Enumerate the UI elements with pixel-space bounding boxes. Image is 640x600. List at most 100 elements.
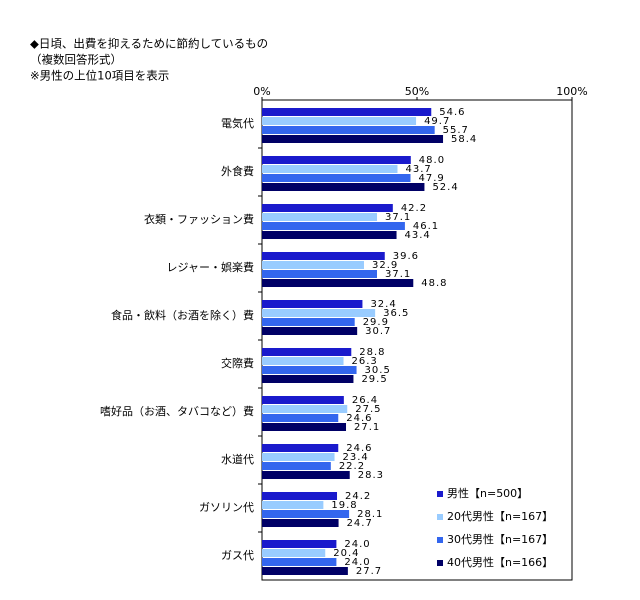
value-label: 29.5 xyxy=(361,374,387,385)
value-label: 26.3 xyxy=(352,356,378,367)
value-label: 24.0 xyxy=(344,539,370,550)
value-label: 19.8 xyxy=(331,500,357,511)
bar xyxy=(262,375,354,383)
bar xyxy=(262,567,348,575)
bar xyxy=(262,357,344,365)
legend-label: 40代男性【n=166】 xyxy=(447,555,553,569)
value-label: 37.1 xyxy=(385,212,411,223)
bar xyxy=(262,135,444,143)
value-label: 28.3 xyxy=(358,470,384,481)
legend-label: 男性【n=500】 xyxy=(447,486,528,500)
bar xyxy=(262,558,337,566)
y-tick-label: ガス代 xyxy=(221,549,254,562)
value-label: 30.5 xyxy=(365,365,391,376)
legend-swatch xyxy=(437,514,443,520)
bar xyxy=(262,396,344,404)
value-label: 30.7 xyxy=(365,326,391,337)
value-label: 24.0 xyxy=(344,557,370,568)
bar xyxy=(262,279,414,287)
bar xyxy=(262,366,357,374)
value-label: 37.1 xyxy=(385,269,411,280)
bar xyxy=(262,270,378,278)
legend-label: 30代男性【n=167】 xyxy=(447,532,553,546)
value-label: 28.1 xyxy=(357,509,383,520)
value-label: 48.8 xyxy=(421,278,447,289)
bar xyxy=(262,540,337,548)
y-tick-label: 水道代 xyxy=(221,452,254,466)
y-tick-label: レジャー・娯楽費 xyxy=(167,260,254,274)
title-line: ◆日頃、出費を抑えるために節約しているもの xyxy=(30,37,268,51)
value-label: 24.6 xyxy=(346,413,372,424)
legend-label: 20代男性【n=167】 xyxy=(447,509,553,523)
value-label: 27.1 xyxy=(354,422,380,433)
bar xyxy=(262,462,331,470)
bar xyxy=(262,309,376,317)
y-tick-label: 外食費 xyxy=(221,164,254,178)
bar xyxy=(262,252,385,260)
y-tick-label: 交際費 xyxy=(221,356,254,370)
title-line: （複数回答形式） xyxy=(30,53,122,67)
value-label: 20.4 xyxy=(333,548,359,559)
bar xyxy=(262,156,411,164)
value-label: 42.2 xyxy=(401,203,427,214)
y-tick-label: 電気代 xyxy=(221,116,254,130)
value-label: 32.4 xyxy=(370,299,396,310)
bar xyxy=(262,174,411,182)
bar xyxy=(262,327,358,335)
legend-swatch xyxy=(437,560,443,566)
bar xyxy=(262,348,352,356)
bar xyxy=(262,108,432,116)
bar xyxy=(262,510,350,518)
bar xyxy=(262,444,339,452)
value-label: 27.5 xyxy=(355,404,381,415)
bar xyxy=(262,183,425,191)
y-tick-label: 食品・飲料（お酒を除く）費 xyxy=(111,308,254,322)
value-label: 24.6 xyxy=(346,443,372,454)
bar xyxy=(262,165,398,173)
legend-swatch xyxy=(437,491,443,497)
value-label: 46.1 xyxy=(413,221,439,232)
bar xyxy=(262,213,378,221)
x-tick-label: 0% xyxy=(253,85,270,98)
bar xyxy=(262,126,435,134)
value-label: 49.7 xyxy=(424,116,450,127)
x-tick-label: 50% xyxy=(405,85,429,98)
y-tick-label: ガソリン代 xyxy=(199,501,254,514)
bar xyxy=(262,222,405,230)
bar xyxy=(262,261,364,269)
value-label: 48.0 xyxy=(419,155,445,166)
bar xyxy=(262,501,324,509)
bar xyxy=(262,471,350,479)
value-label: 28.8 xyxy=(359,347,385,358)
value-label: 27.7 xyxy=(356,566,382,577)
value-label: 24.2 xyxy=(345,491,371,502)
value-label: 22.2 xyxy=(339,461,365,472)
value-label: 52.4 xyxy=(432,182,458,193)
value-label: 43.7 xyxy=(405,164,431,175)
bar xyxy=(262,453,335,461)
bar xyxy=(262,414,339,422)
value-label: 29.9 xyxy=(363,317,389,328)
value-label: 26.4 xyxy=(352,395,378,406)
value-label: 47.9 xyxy=(418,173,444,184)
title-line: ※男性の上位10項目を表示 xyxy=(30,69,169,83)
value-label: 24.7 xyxy=(347,518,373,529)
bar xyxy=(262,519,339,527)
bar xyxy=(262,405,348,413)
value-label: 36.5 xyxy=(383,308,409,319)
value-label: 54.6 xyxy=(439,107,465,118)
value-label: 23.4 xyxy=(343,452,369,463)
value-label: 39.6 xyxy=(393,251,419,262)
x-tick-label: 100% xyxy=(556,85,587,98)
y-tick-label: 嗜好品（お酒、タバコなど）費 xyxy=(100,404,254,418)
legend-swatch xyxy=(437,537,443,543)
bar xyxy=(262,117,417,125)
bar xyxy=(262,492,338,500)
value-label: 43.4 xyxy=(405,230,431,241)
value-label: 55.7 xyxy=(443,125,469,136)
bar xyxy=(262,423,347,431)
value-label: 32.9 xyxy=(372,260,398,271)
bar xyxy=(262,204,393,212)
